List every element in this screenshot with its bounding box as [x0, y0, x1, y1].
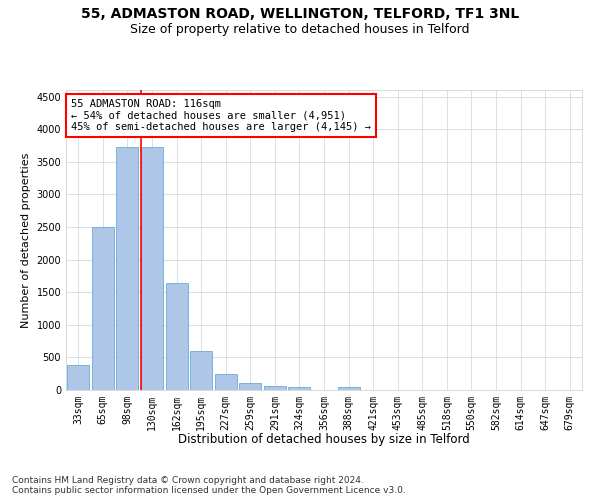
- Y-axis label: Number of detached properties: Number of detached properties: [21, 152, 31, 328]
- Text: 55 ADMASTON ROAD: 116sqm
← 54% of detached houses are smaller (4,951)
45% of sem: 55 ADMASTON ROAD: 116sqm ← 54% of detach…: [71, 99, 371, 132]
- Text: Contains HM Land Registry data © Crown copyright and database right 2024.
Contai: Contains HM Land Registry data © Crown c…: [12, 476, 406, 495]
- Bar: [338, 386, 359, 390]
- Bar: [215, 374, 237, 390]
- Bar: [67, 365, 89, 390]
- Bar: [141, 148, 163, 390]
- Bar: [289, 387, 310, 390]
- Bar: [116, 146, 139, 390]
- Bar: [92, 227, 114, 390]
- Text: 55, ADMASTON ROAD, WELLINGTON, TELFORD, TF1 3NL: 55, ADMASTON ROAD, WELLINGTON, TELFORD, …: [81, 8, 519, 22]
- Bar: [166, 283, 188, 390]
- Bar: [190, 351, 212, 390]
- Text: Distribution of detached houses by size in Telford: Distribution of detached houses by size …: [178, 432, 470, 446]
- Text: Size of property relative to detached houses in Telford: Size of property relative to detached ho…: [130, 22, 470, 36]
- Bar: [264, 386, 286, 390]
- Bar: [239, 384, 262, 390]
